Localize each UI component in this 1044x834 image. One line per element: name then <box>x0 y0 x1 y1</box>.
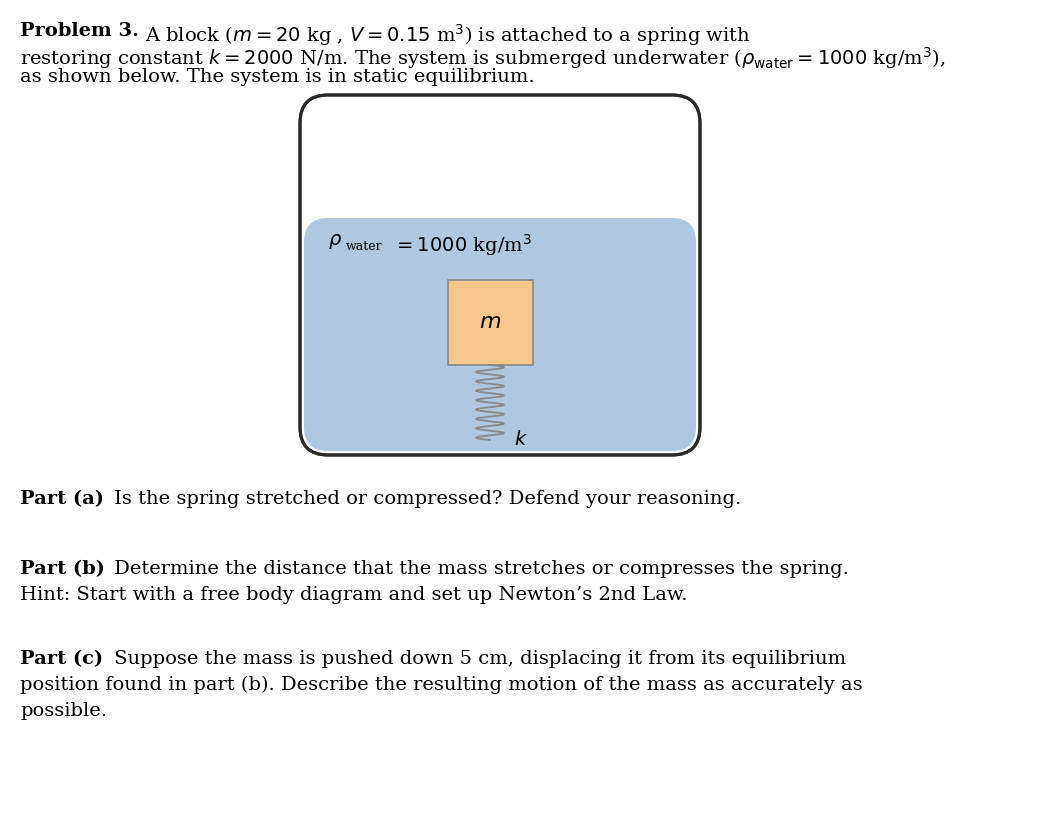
Text: as shown below. The system is in static equilibrium.: as shown below. The system is in static … <box>20 68 535 86</box>
Text: $k$: $k$ <box>514 430 528 449</box>
FancyBboxPatch shape <box>300 95 699 455</box>
Text: water: water <box>346 240 382 253</box>
Text: Is the spring stretched or compressed? Defend your reasoning.: Is the spring stretched or compressed? D… <box>108 490 741 508</box>
Text: $m$: $m$ <box>479 311 501 333</box>
Text: Part (c): Part (c) <box>20 650 103 668</box>
Text: Suppose the mass is pushed down 5 cm, displacing it from its equilibrium: Suppose the mass is pushed down 5 cm, di… <box>108 650 846 668</box>
Text: restoring constant $k = 2000$ N/m. The system is submerged underwater ($\rho_{\m: restoring constant $k = 2000$ N/m. The s… <box>20 45 946 71</box>
Text: Part (a): Part (a) <box>20 490 104 508</box>
Text: A block ($m = 20$ kg , $V = 0.15$ m$^3$) is attached to a spring with: A block ($m = 20$ kg , $V = 0.15$ m$^3$)… <box>145 22 751 48</box>
FancyBboxPatch shape <box>304 218 696 451</box>
Text: $\rho$: $\rho$ <box>328 232 342 251</box>
Bar <box>448 280 533 365</box>
Text: possible.: possible. <box>20 702 106 720</box>
Text: position found in part (b). Describe the resulting motion of the mass as accurat: position found in part (b). Describe the… <box>20 676 862 694</box>
Text: Determine the distance that the mass stretches or compresses the spring.: Determine the distance that the mass str… <box>108 560 849 578</box>
Text: $= 1000$ kg/m$^3$: $= 1000$ kg/m$^3$ <box>393 232 531 258</box>
Text: Problem 3.: Problem 3. <box>20 22 139 40</box>
Text: Part (b): Part (b) <box>20 560 104 578</box>
Text: Hint: Start with a free body diagram and set up Newton’s 2nd Law.: Hint: Start with a free body diagram and… <box>20 586 688 604</box>
